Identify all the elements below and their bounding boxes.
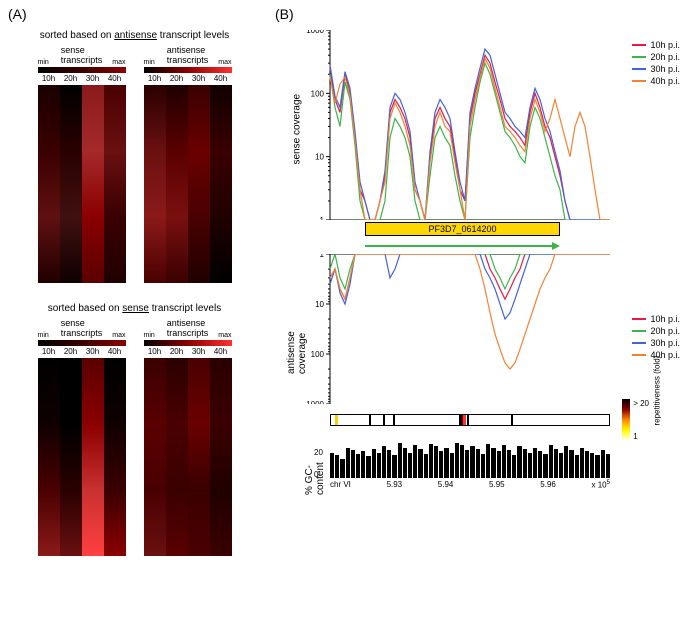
- svg-text:10: 10: [315, 153, 324, 162]
- repetitiveness-track: [330, 414, 610, 426]
- svg-text:100: 100: [311, 89, 325, 98]
- time-labels: 10h20h30h40h: [38, 347, 126, 356]
- heatmap-title: sorted based on sense transcript levels: [12, 303, 257, 314]
- heatmap-title: sorted based on antisense transcript lev…: [12, 30, 257, 41]
- panel-a: sorted based on antisense transcript lev…: [12, 30, 257, 576]
- heatmap: [38, 358, 126, 556]
- panel-b: 1 10 100 1000 sense coverage 10h p.i.20h p.i.…: [285, 30, 680, 490]
- svg-text:1000: 1000: [306, 30, 324, 35]
- panel-a-label: (A): [8, 6, 27, 22]
- svg-text:1: 1: [320, 216, 325, 220]
- y-axis-label: sense coverage: [292, 85, 303, 165]
- svg-text:1: 1: [320, 254, 325, 259]
- svg-text:10: 10: [315, 300, 324, 309]
- heatmap: [144, 358, 232, 556]
- gene-label: PF3D7_0614200: [365, 222, 560, 236]
- legend: 10h p.i.20h p.i.30h p.i.40h p.i.: [632, 40, 680, 88]
- gc-content-bars: [330, 440, 610, 478]
- heatmap: [38, 85, 126, 283]
- x-axis-labels: chr VI5.935.945.955.96x 105: [330, 480, 610, 490]
- time-labels: 10h20h30h40h: [38, 74, 126, 83]
- svg-text:100: 100: [311, 350, 325, 359]
- gc-ylabel: % GC-content: [304, 435, 326, 495]
- panel-b-label: (B): [275, 6, 294, 22]
- time-labels: 10h20h30h40h: [144, 74, 232, 83]
- y-axis-label: antisense coverage: [286, 294, 308, 374]
- time-labels: 10h20h30h40h: [144, 347, 232, 356]
- heatmap: [144, 85, 232, 283]
- svg-text:1000: 1000: [306, 400, 324, 404]
